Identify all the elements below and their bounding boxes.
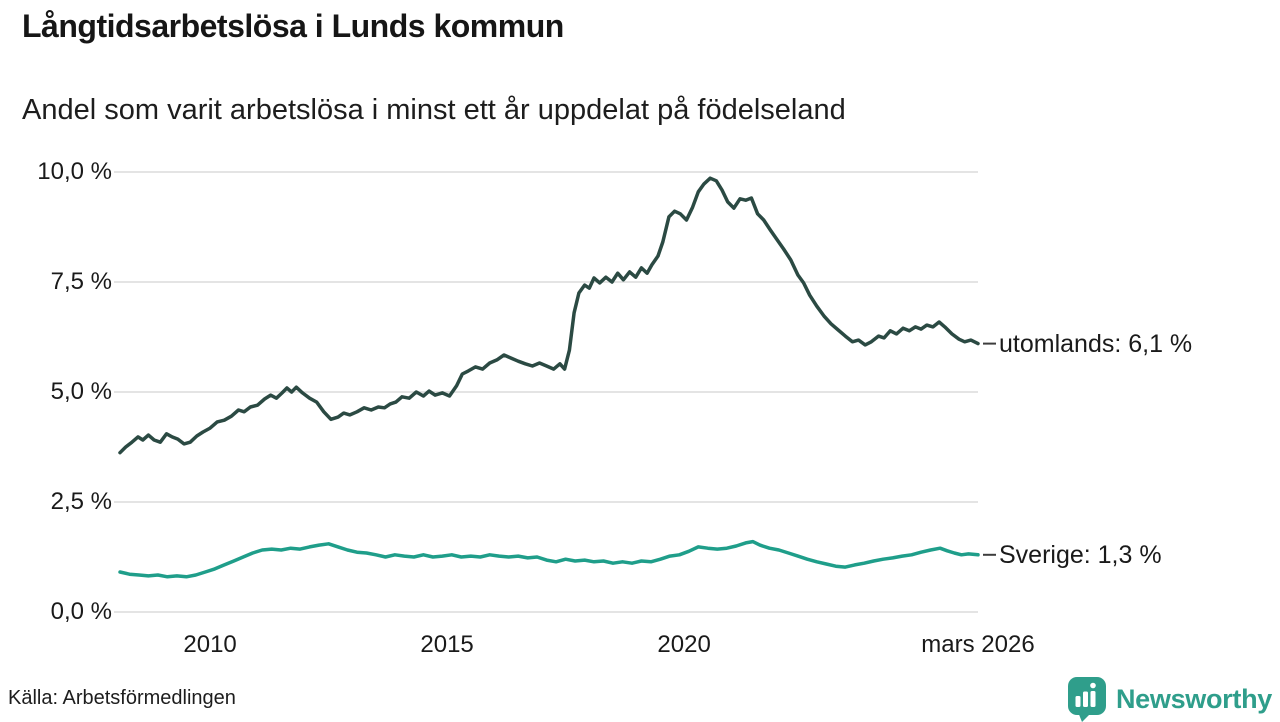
series-line-Sverige: [118, 539, 980, 579]
y-axis-tick-label: 0,0 %: [50, 598, 112, 625]
y-axis-tick-label: 7,5 %: [50, 268, 112, 295]
x-axis-tick-label: 2020: [657, 631, 711, 658]
page-title: Långtidsarbetslösa i Lunds kommun: [22, 8, 564, 44]
page-subtitle: Andel som varit arbetslösa i minst ett å…: [22, 94, 846, 126]
y-axis-tick-label: 5,0 %: [50, 378, 112, 405]
bar-chart-pin-icon: [1067, 676, 1107, 722]
source-note: Källa: Arbetsförmedlingen: [8, 687, 236, 709]
y-axis-tick-label: 2,5 %: [50, 488, 112, 515]
x-axis-tick-label: mars 2026: [921, 631, 1035, 658]
y-axis-tick-label: 10,0 %: [37, 158, 112, 185]
x-axis-tick-label: 2015: [420, 631, 474, 658]
series-end-label-Sverige: Sverige: 1,3 %: [999, 540, 1162, 569]
x-axis-tick-label: 2010: [183, 631, 237, 658]
newsworthy-wordmark: Newsworthy: [1115, 683, 1272, 714]
newsworthy-logo: Newsworthy: [1067, 676, 1272, 722]
series-line-utomlands: [118, 176, 980, 455]
series-end-label-utomlands: utomlands: 6,1 %: [999, 329, 1193, 358]
